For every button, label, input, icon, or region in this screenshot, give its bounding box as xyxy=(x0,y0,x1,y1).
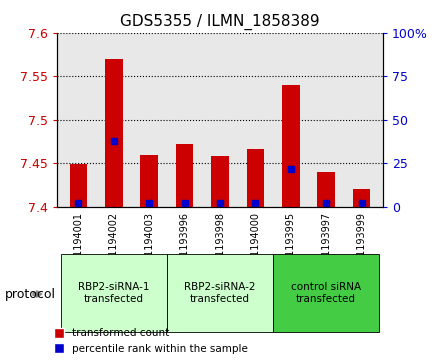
Title: GDS5355 / ILMN_1858389: GDS5355 / ILMN_1858389 xyxy=(120,14,320,30)
Bar xyxy=(317,172,335,207)
Bar xyxy=(211,156,229,207)
Bar xyxy=(246,150,264,207)
Bar xyxy=(105,59,123,207)
Bar xyxy=(353,189,370,207)
Bar xyxy=(70,164,87,207)
Bar xyxy=(282,85,300,207)
Text: RBP2-siRNA-2
transfected: RBP2-siRNA-2 transfected xyxy=(184,282,256,304)
Bar xyxy=(140,155,158,207)
Text: protocol: protocol xyxy=(4,287,55,301)
Text: control siRNA
transfected: control siRNA transfected xyxy=(291,282,361,304)
Text: RBP2-siRNA-1
transfected: RBP2-siRNA-1 transfected xyxy=(78,282,150,304)
Legend: transformed count, percentile rank within the sample: transformed count, percentile rank withi… xyxy=(49,324,252,358)
Bar xyxy=(176,144,194,207)
